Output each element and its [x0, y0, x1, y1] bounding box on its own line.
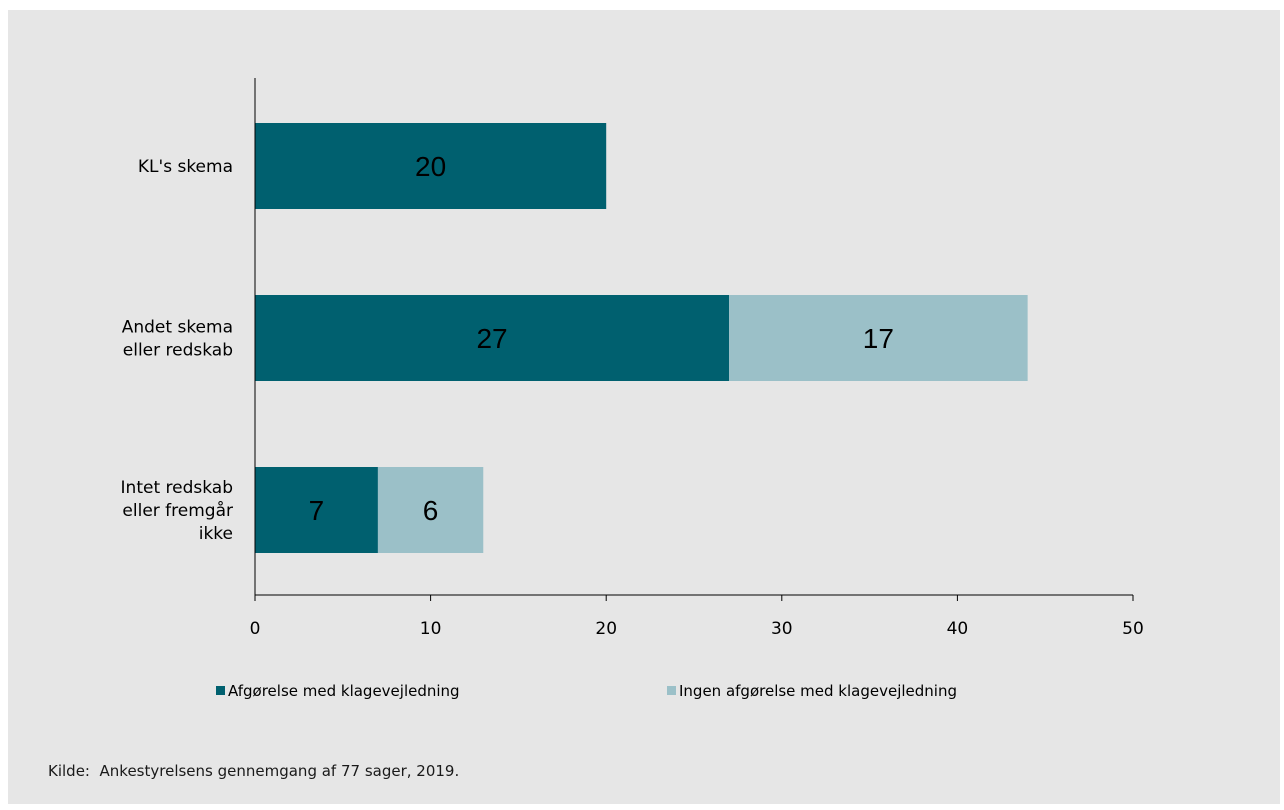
bar-segment [255, 123, 607, 209]
bar-segment [377, 467, 484, 553]
category-label: KL's skema [138, 157, 233, 177]
legend-swatch [667, 686, 676, 695]
x-tick-label: 20 [595, 619, 617, 639]
bar-segment [255, 467, 378, 553]
legend-label: Ingen afgørelse med klagevejledning [679, 682, 957, 700]
legend-swatch [216, 686, 225, 695]
x-tick-label: 30 [771, 619, 793, 639]
bar-segment [255, 295, 730, 381]
chart-panel [8, 10, 1280, 804]
category-label: eller redskab [123, 341, 233, 361]
data-label: 6 [423, 495, 439, 526]
source-label: Kilde: [48, 762, 90, 780]
source-note: Kilde: Ankestyrelsens gennemgang af 77 s… [48, 762, 459, 780]
data-label: 17 [863, 323, 894, 354]
x-tick-label: 10 [420, 619, 442, 639]
x-tick-label: 0 [250, 619, 261, 639]
data-label: 7 [309, 495, 325, 526]
data-label: 20 [415, 151, 446, 182]
category-label: Intet redskab [121, 478, 233, 498]
category-label: ikke [199, 524, 233, 544]
source-text: Ankestyrelsens gennemgang af 77 sager, 2… [99, 762, 460, 780]
category-label: Andet skema [122, 318, 233, 338]
bar-segment [729, 295, 1028, 381]
legend-label: Afgørelse med klagevejledning [228, 682, 460, 700]
category-label: eller fremgår [122, 500, 233, 521]
data-label: 27 [476, 323, 507, 354]
x-tick-label: 50 [1122, 619, 1144, 639]
x-tick-label: 40 [947, 619, 969, 639]
